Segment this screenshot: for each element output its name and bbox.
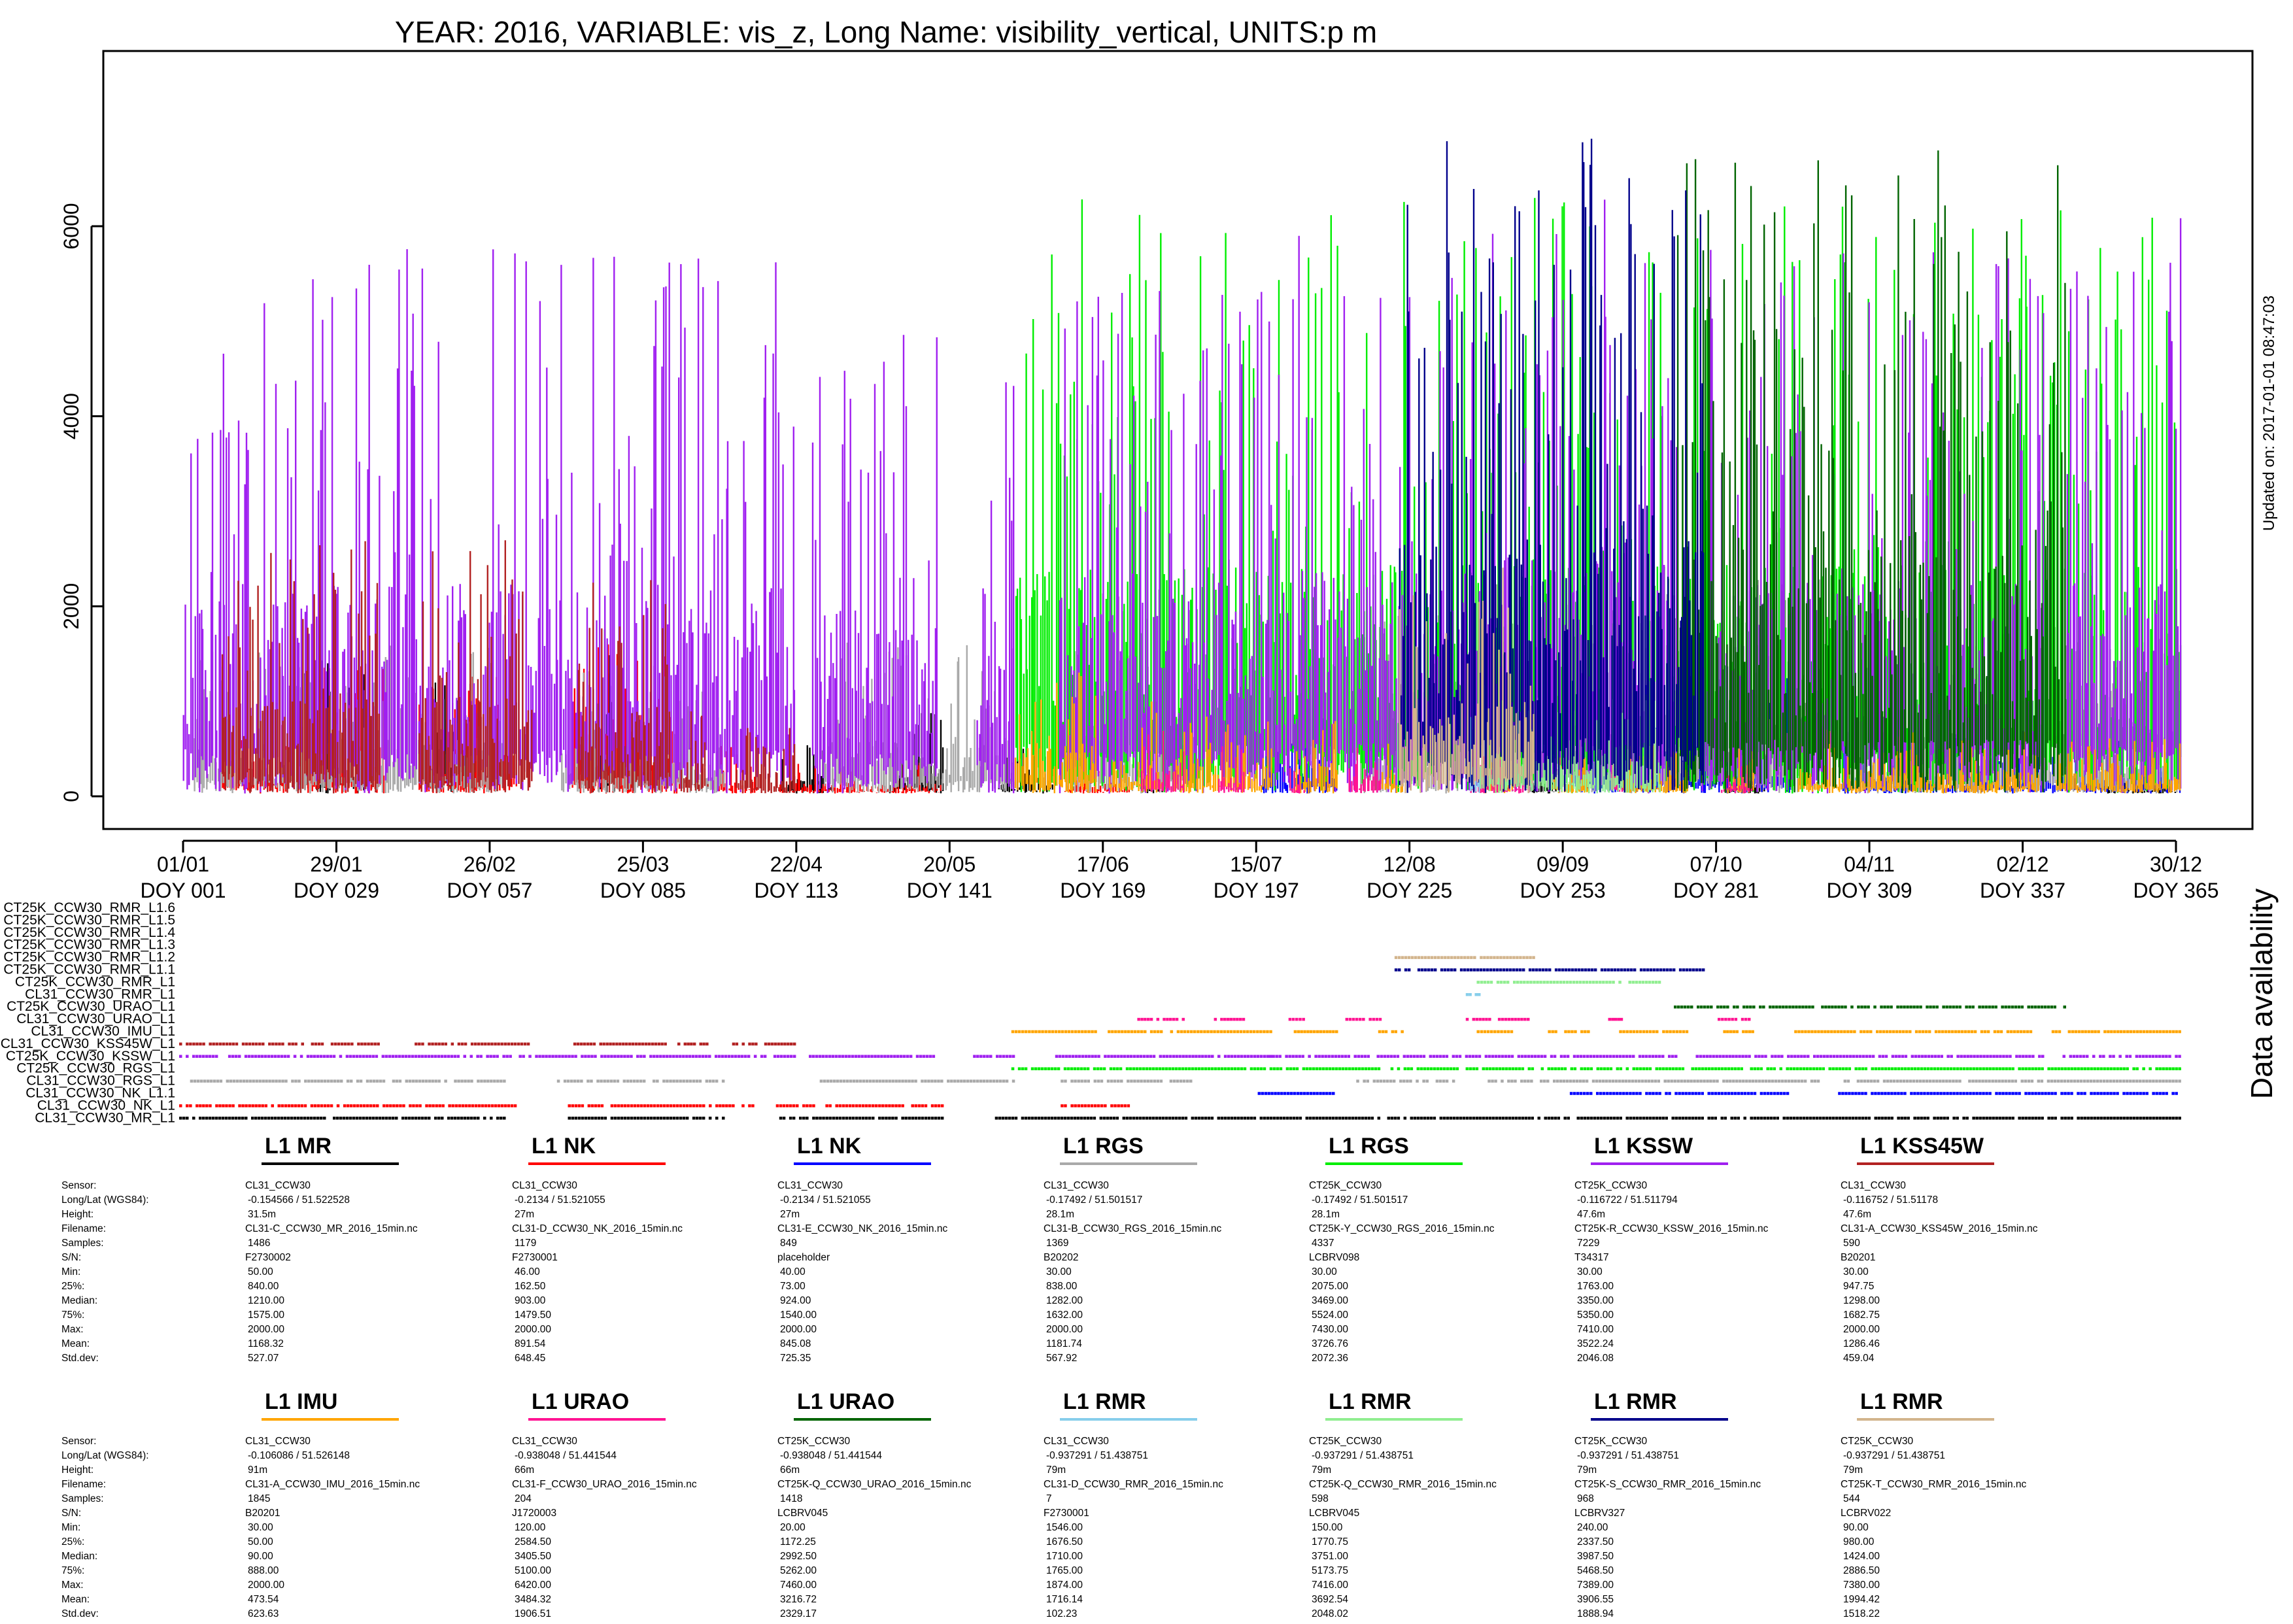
x-tick-date: 29/01: [310, 853, 362, 876]
availability-row-label: CL31_CCW30_MR_L1: [35, 1110, 175, 1125]
availability-row-label: CT25K_CCW30_RMR_L1: [15, 974, 175, 989]
series-spikes: [1014, 672, 1096, 794]
series-cl31-ccw30-kss45w-l1: [222, 540, 796, 794]
y-tick-label: 2000: [59, 583, 83, 630]
availability-row-label: CT25K_CCW30_RMR_L1.2: [3, 950, 175, 965]
x-tick-doy: DOY 057: [447, 879, 532, 902]
y-tick-label: 0: [59, 790, 83, 802]
y-tick-label: 6000: [59, 203, 83, 249]
series-spikes: [222, 541, 380, 794]
series-spikes: [1218, 746, 1245, 793]
x-tick-date: 17/06: [1077, 853, 1129, 876]
x-tick-date: 12/08: [1384, 853, 1436, 876]
x-tick-date: 09/09: [1537, 853, 1589, 876]
x-tick-doy: DOY 337: [1980, 879, 2065, 902]
x-tick-date: 07/10: [1690, 853, 1742, 876]
series-spikes: [1289, 768, 1305, 794]
availability-row-label: CL31_CCW30_NK_L1: [37, 1098, 175, 1113]
availability-row-label: CT25K_CCW30_RMR_L1.6: [3, 900, 175, 915]
availability-row-label: CL31_CCW30_NK_L1.1: [25, 1086, 175, 1101]
availability-row-label: CT25K_CCW30_URAO_L1: [7, 999, 175, 1014]
series-spikes: [1676, 150, 2066, 793]
availability-panel: CT25K_CCW30_RMR_L1.6CT25K_CCW30_RMR_L1.5…: [1, 900, 2181, 1125]
availability-row-label: CT25K_CCW30_KSSW_L1: [6, 1049, 175, 1064]
series-spikes: [680, 711, 709, 793]
availability-row-label: CL31_CCW30_IMU_L1: [31, 1024, 175, 1039]
x-tick-date: 26/02: [464, 853, 516, 876]
x-tick-date: 02/12: [1996, 853, 2048, 876]
x-tick-date: 22/04: [770, 853, 823, 876]
series-spikes: [418, 540, 533, 793]
x-axis: 01/01 DOY 001 29/01 DOY 029 26/02 DOY 057 25/0…: [140, 839, 2219, 902]
availability-row-label: CT25K_CCW30_RMR_L1.5: [3, 913, 175, 928]
x-tick-doy: DOY 113: [755, 879, 839, 902]
series-spikes: [1399, 567, 1535, 794]
x-tick-doy: DOY 197: [1214, 879, 1299, 902]
availability-row-label: CT25K_CCW30_RMR_L1.1: [3, 962, 175, 977]
x-tick-doy: DOY 225: [1367, 879, 1452, 902]
y-tick-label: 4000: [59, 393, 83, 439]
data-availability-label: Data availability: [2245, 888, 2279, 1099]
series-spikes: [577, 580, 670, 793]
x-tick-date: 01/01: [157, 853, 209, 876]
x-tick-date: 15/07: [1230, 853, 1282, 876]
series-spikes: [2066, 218, 2182, 793]
x-tick-date: 30/12: [2150, 853, 2202, 876]
availability-row-label: CL31_CCW30_RMR_L1: [25, 987, 175, 1002]
x-tick-date: 20/05: [923, 853, 976, 876]
plot-frame: [102, 50, 2254, 830]
availability-row-label: CL31_CCW30_URAO_L1: [16, 1011, 175, 1026]
x-tick-doy: DOY 309: [1827, 879, 1912, 902]
series-spikes: [736, 728, 796, 794]
x-tick-doy: DOY 141: [907, 879, 993, 902]
series-spikes: [1059, 291, 1272, 794]
x-tick-doy: DOY 365: [2133, 879, 2218, 902]
plot-layer: [182, 139, 2182, 794]
availability-row-label: CT25K_CCW30_RMR_L1.4: [3, 925, 175, 940]
availability-row-label: CT25K_CCW30_RGS_L1: [16, 1061, 175, 1076]
x-tick-date: 04/11: [1844, 853, 1895, 876]
x-tick-doy: DOY 029: [294, 879, 379, 902]
y-axis: 0 2000 4000 6000: [59, 203, 103, 802]
series-ct25k-ccw30-urao-l1: [1676, 150, 2066, 793]
series-spikes: [976, 382, 1015, 794]
series-spikes: [1348, 747, 1382, 794]
series-ct25k-ccw30-rmr-l1-2: [1399, 567, 1535, 794]
x-tick-doy: DOY 253: [1520, 879, 1606, 902]
x-tick-doy: DOY 281: [1673, 879, 1759, 902]
availability-row-label: CL31_CCW30_KSS45W_L1: [1, 1036, 175, 1051]
availability-row-label: CT25K_CCW30_RMR_L1.3: [3, 938, 175, 953]
x-tick-doy: DOY 001: [140, 879, 226, 902]
availability-row-label: CL31_CCW30_RGS_L1: [26, 1074, 175, 1089]
series-spikes: [811, 335, 938, 794]
x-tick-date: 25/03: [617, 853, 669, 876]
series-spikes: [1140, 730, 1185, 793]
x-tick-doy: DOY 085: [600, 879, 686, 902]
series-spikes: [2056, 738, 2181, 794]
chart-title: YEAR: 2016, VARIABLE: vis_z, Long Name: …: [395, 15, 1377, 49]
x-tick-doy: DOY 169: [1060, 879, 1146, 902]
updated-timestamp: Updated on: 2017-01-01 08:47:03: [2260, 296, 2278, 531]
